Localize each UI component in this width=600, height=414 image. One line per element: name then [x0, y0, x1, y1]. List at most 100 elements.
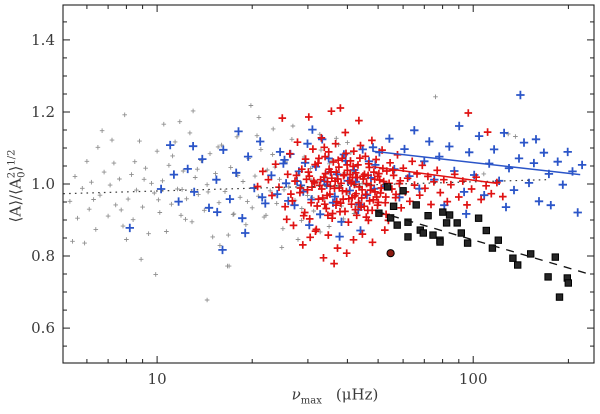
gray-small-plus-marker: [101, 169, 107, 175]
gray-small-plus-marker: [258, 147, 264, 152]
red-plus-marker: [440, 175, 448, 184]
black-square-marker: [494, 236, 503, 244]
red-plus-marker: [334, 156, 342, 164]
red-plus-marker: [323, 178, 332, 186]
gray-small-plus-marker: [166, 163, 172, 168]
blue-plus-marker: [204, 203, 214, 212]
blue-plus-marker: [232, 168, 241, 177]
red-plus-marker: [305, 215, 314, 223]
black-square-marker: [445, 211, 454, 219]
black-square-marker: [514, 261, 522, 269]
red-plus-marker: [464, 109, 473, 117]
gray-small-plus-marker: [84, 159, 90, 164]
red-plus-marker: [403, 174, 412, 182]
red-plus-marker: [359, 175, 368, 183]
gray-small-plus-marker: [219, 142, 224, 148]
red-plus-marker: [327, 107, 336, 115]
red-plus-marker: [368, 136, 376, 145]
blue-plus-marker: [273, 189, 282, 199]
red-plus-marker: [341, 128, 350, 137]
blue-plus-marker: [499, 128, 509, 138]
red-plus-marker: [313, 202, 321, 210]
y-axis-label: ⟨A⟩/⟨A20⟩1/2: [7, 150, 28, 223]
red-plus-marker: [351, 169, 360, 177]
gray-small-plus-marker: [97, 192, 103, 198]
blue-plus-marker: [188, 142, 198, 151]
gray-small-plus-marker: [180, 168, 186, 174]
red-plus-marker: [443, 197, 452, 206]
x-axis-label-sub: max: [300, 395, 322, 407]
red-plus-marker: [364, 171, 372, 180]
gray-small-plus-marker: [169, 201, 174, 207]
red-plus-marker: [329, 158, 338, 166]
gray-small-plus-marker: [222, 189, 228, 194]
gray-small-plus-marker: [311, 208, 316, 214]
gray-small-plus-marker: [433, 94, 438, 100]
red-plus-marker: [339, 171, 348, 180]
blue-plus-marker: [539, 148, 549, 157]
blue-plus-marker: [534, 197, 544, 206]
gray-small-plus-marker: [105, 213, 111, 219]
black-square-marker: [453, 219, 461, 227]
x-axis-label-unit: (μHz): [335, 385, 379, 404]
gray-small-plus-marker: [481, 171, 487, 177]
black-square-marker: [429, 231, 437, 239]
red-plus-marker: [374, 172, 382, 181]
red-plus-marker: [338, 154, 346, 163]
blue-plus-marker: [258, 193, 267, 202]
blue-plus-marker: [316, 210, 325, 219]
gray-small-plus-marker: [178, 213, 184, 218]
red-plus-marker: [344, 218, 353, 226]
gray-small-plus-marker: [117, 176, 122, 182]
red-plus-marker: [408, 157, 416, 166]
blue-plus-marker: [219, 145, 228, 154]
gray-small-plus-marker: [72, 174, 78, 179]
red-plus-marker: [328, 174, 336, 182]
blue-plus-marker: [183, 164, 192, 174]
fit-line-solid-fit-blue: [372, 150, 581, 176]
red-plus-marker: [357, 194, 366, 202]
red-plus-marker: [361, 190, 370, 199]
gray-small-plus-marker: [279, 245, 285, 250]
blue-plus-marker: [573, 208, 582, 217]
gray-small-plus-marker: [183, 217, 188, 222]
blue-plus-marker: [410, 126, 419, 135]
black-square-marker: [389, 202, 398, 211]
gray-small-plus-marker: [177, 119, 183, 124]
black-square-marker: [439, 208, 447, 216]
fit-line-solid-fit-red: [372, 165, 497, 185]
gray-small-plus-marker: [263, 213, 269, 218]
red-plus-marker: [463, 201, 471, 209]
gray-small-plus-marker: [67, 199, 73, 204]
gray-small-plus-marker: [157, 210, 163, 215]
red-plus-marker: [472, 173, 480, 181]
gray-small-plus-marker: [256, 115, 262, 120]
blue-plus-marker: [261, 199, 270, 208]
black-square-marker: [412, 201, 420, 209]
gray-small-plus-marker: [230, 212, 236, 217]
gray-small-plus-marker: [160, 178, 165, 184]
blue-plus-marker: [563, 147, 572, 157]
blue-plus-marker: [462, 209, 471, 219]
red-plus-marker: [286, 149, 294, 158]
series-red-plus: [253, 104, 507, 268]
gray-small-plus-marker: [156, 197, 161, 203]
gray-small-plus-marker: [111, 160, 117, 166]
red-plus-marker: [349, 162, 357, 171]
gray-small-plus-marker: [226, 263, 232, 269]
gray-small-plus-marker: [318, 147, 324, 153]
red-plus-marker: [324, 231, 333, 239]
red-plus-marker: [289, 221, 298, 230]
gray-small-plus-marker: [299, 206, 305, 211]
gray-small-plus-marker: [130, 217, 136, 222]
red-plus-marker: [433, 166, 441, 175]
blue-plus-marker: [400, 144, 409, 154]
maroon-circle-marker: [386, 249, 395, 258]
blue-plus-marker: [234, 127, 243, 136]
gray-small-plus-marker: [196, 192, 201, 197]
gray-small-plus-marker: [120, 223, 126, 229]
red-plus-marker: [374, 198, 383, 207]
red-plus-marker: [336, 104, 345, 112]
gray-small-plus-marker: [70, 239, 75, 244]
